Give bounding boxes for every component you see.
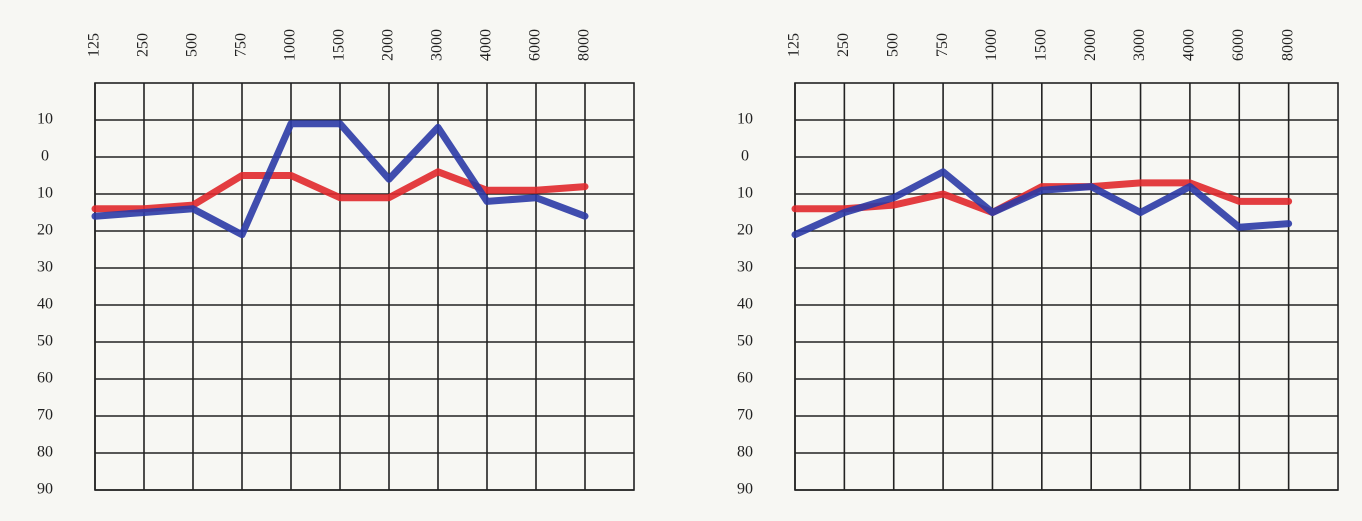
series-line [791, 179, 1293, 216]
x-tick-label: 6000 [527, 29, 544, 61]
x-tick-label: 8000 [576, 29, 593, 61]
y-tick-label: 70 [37, 407, 53, 424]
series-line [91, 168, 589, 213]
x-tick-label: 3000 [429, 29, 446, 61]
x-tick-label: 2000 [380, 29, 397, 61]
y-tick-label: 0 [41, 148, 49, 165]
x-tick-label: 500 [184, 33, 201, 57]
grid-frame [794, 82, 1339, 491]
series-line [791, 168, 1293, 239]
x-tick-label: 4000 [478, 29, 495, 61]
y-tick-label: 10 [737, 111, 753, 128]
y-tick-label: 70 [737, 407, 753, 424]
x-tick-label: 125 [786, 33, 803, 57]
y-tick-label: 80 [737, 444, 753, 461]
y-tick-label: 0 [741, 148, 749, 165]
x-tick-label: 250 [135, 33, 152, 57]
y-tick-label: 90 [737, 481, 753, 498]
x-tick-label: 1000 [983, 29, 1000, 61]
y-tick-label: 30 [737, 259, 753, 276]
x-tick-label: 750 [934, 33, 951, 57]
x-tick-label: 4000 [1181, 29, 1198, 61]
y-tick-label: 30 [37, 259, 53, 276]
y-tick-label: 60 [37, 370, 53, 387]
x-tick-label: 750 [233, 33, 250, 57]
x-tick-label: 125 [86, 33, 103, 57]
x-tick-label: 1500 [331, 29, 348, 61]
y-tick-label: 50 [737, 333, 753, 350]
y-tick-label: 10 [37, 185, 53, 202]
y-tick-label: 90 [37, 481, 53, 498]
x-tick-label: 1500 [1032, 29, 1049, 61]
y-tick-label: 40 [37, 296, 53, 313]
y-tick-label: 10 [737, 185, 753, 202]
y-tick-label: 40 [737, 296, 753, 313]
y-tick-label: 60 [737, 370, 753, 387]
x-tick-label: 3000 [1131, 29, 1148, 61]
x-tick-label: 2000 [1082, 29, 1099, 61]
x-tick-label: 250 [835, 33, 852, 57]
y-tick-label: 10 [37, 111, 53, 128]
y-tick-label: 80 [37, 444, 53, 461]
y-tick-label: 20 [737, 222, 753, 239]
x-tick-label: 500 [884, 33, 901, 57]
y-tick-label: 20 [37, 222, 53, 239]
series-line [91, 120, 589, 239]
x-tick-label: 1000 [282, 29, 299, 61]
x-tick-label: 6000 [1230, 29, 1247, 61]
grid-frame [94, 82, 635, 491]
x-tick-label: 8000 [1279, 29, 1296, 61]
y-tick-label: 50 [37, 333, 53, 350]
